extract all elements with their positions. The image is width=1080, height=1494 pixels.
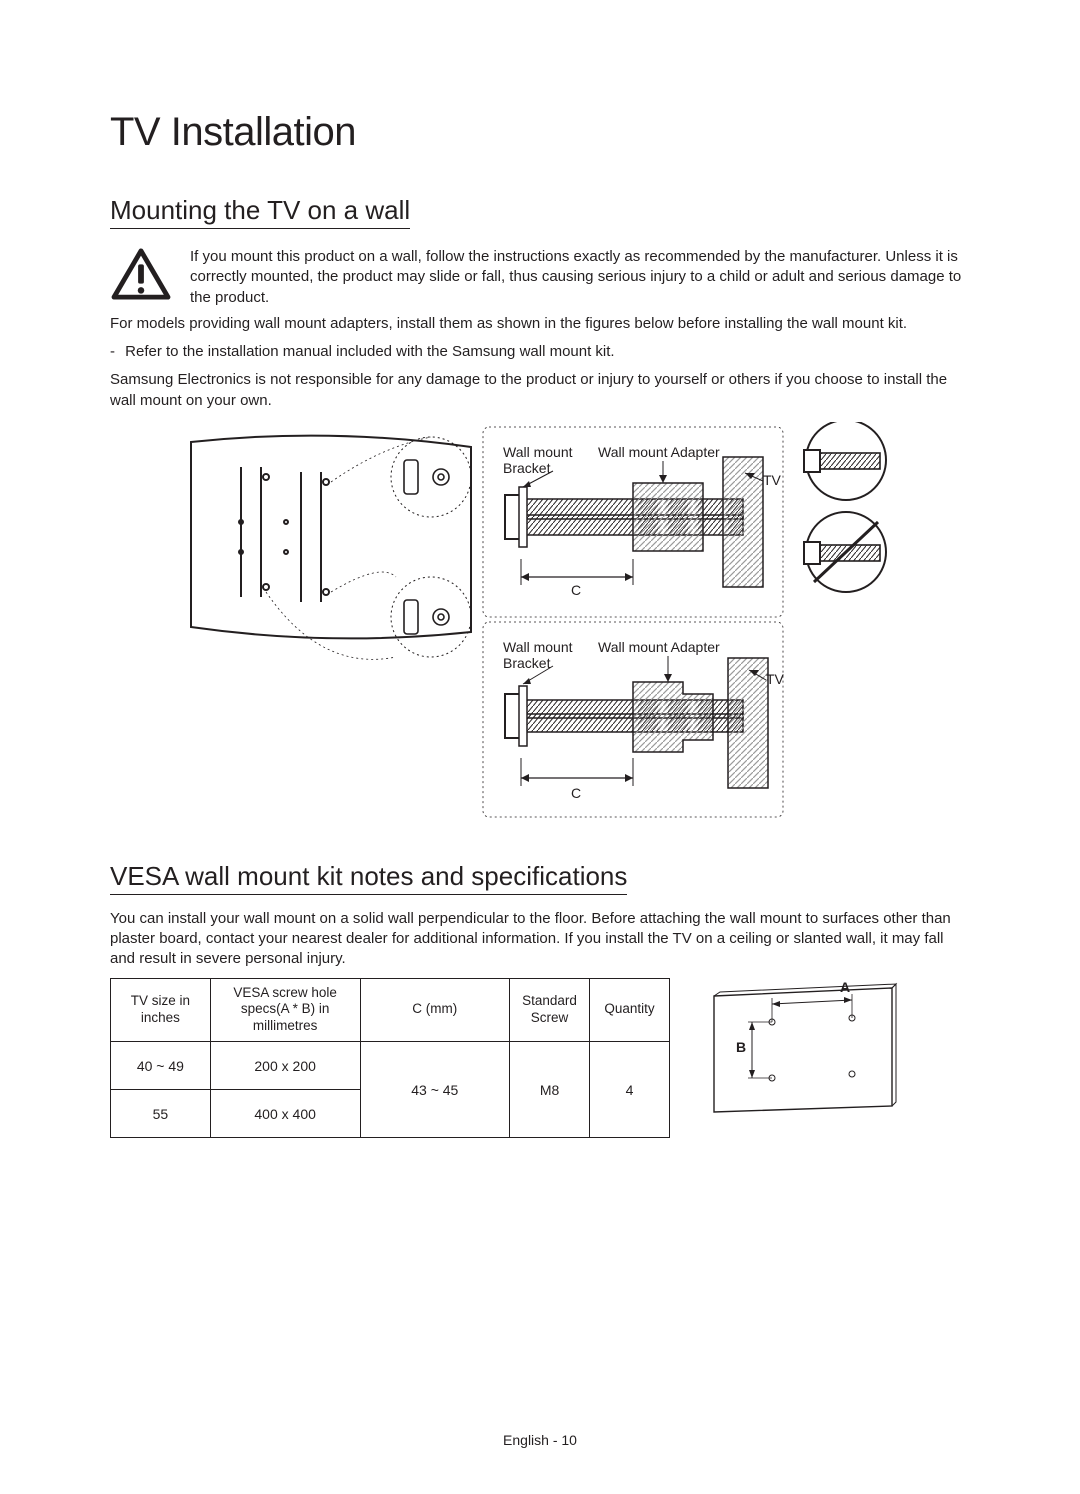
label-wm-adapter-2: Wall mount Adapter: [598, 639, 720, 655]
tv-back-diagram: A B: [692, 978, 902, 1118]
th-cmm: C (mm): [360, 978, 510, 1042]
label-wm-bracket-2: Wall mount: [503, 639, 573, 655]
page-title: TV Installation: [110, 110, 970, 155]
spec-row: TV size in inches VESA screw hole specs(…: [110, 978, 970, 1139]
page-footer: English - 10: [0, 1432, 1080, 1448]
paragraph-1: For models providing wall mount adapters…: [110, 314, 970, 334]
spec-table: TV size in inches VESA screw hole specs(…: [110, 978, 670, 1139]
td-cmm: 43 ~ 45: [360, 1042, 510, 1138]
th-screw: Standard Screw: [510, 978, 590, 1042]
bullet-1: Refer to the installation manual include…: [110, 342, 970, 362]
td-size-2: 55: [111, 1090, 211, 1138]
th-vesa: VESA screw hole specs(A * B) in millimet…: [210, 978, 360, 1042]
section1-title: Mounting the TV on a wall: [110, 195, 410, 229]
label-c-1: C: [571, 582, 581, 598]
label-b: B: [736, 1039, 746, 1055]
label-tv-1: TV: [763, 472, 782, 488]
warning-icon: [110, 247, 172, 308]
th-size: TV size in inches: [111, 978, 211, 1042]
warning-row: If you mount this product on a wall, fol…: [110, 247, 970, 308]
label-wm-bracket-1b: Bracket: [503, 460, 551, 476]
label-c-2: C: [571, 785, 581, 801]
label-a: A: [840, 979, 850, 995]
paragraph-2: Samsung Electronics is not responsible f…: [110, 370, 970, 411]
section2-title: VESA wall mount kit notes and specificat…: [110, 861, 627, 895]
paragraph-3: You can install your wall mount on a sol…: [110, 909, 970, 970]
label-wm-bracket-1: Wall mount: [503, 444, 573, 460]
td-size-1: 40 ~ 49: [111, 1042, 211, 1090]
label-wm-adapter-1: Wall mount Adapter: [598, 444, 720, 460]
td-screw: M8: [510, 1042, 590, 1138]
mount-diagram: Wall mount Bracket Wall mount Adapter TV…: [180, 421, 900, 821]
warning-text: If you mount this product on a wall, fol…: [190, 247, 970, 308]
td-vesa-2: 400 x 400: [210, 1090, 360, 1138]
label-tv-2: TV: [766, 671, 785, 687]
label-wm-bracket-2b: Bracket: [503, 655, 551, 671]
td-vesa-1: 200 x 200: [210, 1042, 360, 1090]
td-qty: 4: [590, 1042, 670, 1138]
th-qty: Quantity: [590, 978, 670, 1042]
